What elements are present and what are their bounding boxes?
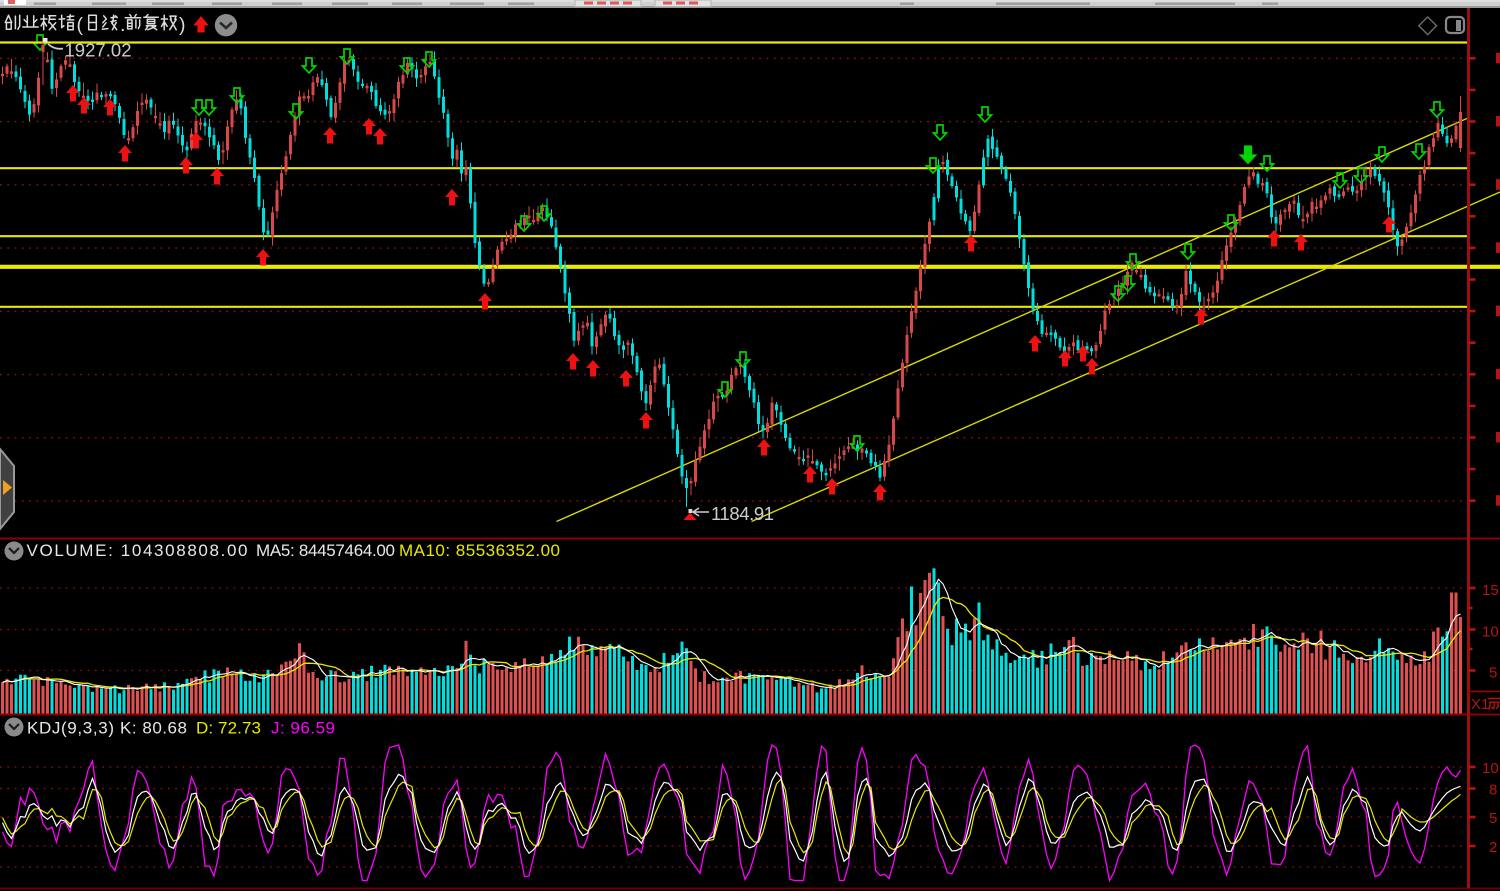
svg-text:K: 80.68: K: 80.68 bbox=[120, 719, 187, 738]
svg-text:MA5: 84457464.00: MA5: 84457464.00 bbox=[256, 541, 395, 560]
svg-text:X1: X1 bbox=[1471, 696, 1489, 713]
svg-text:10: 10 bbox=[1482, 624, 1499, 641]
svg-text:VOLUME: 104308808.00: VOLUME: 104308808.00 bbox=[27, 541, 248, 560]
svg-text:KDJ(9,3,3): KDJ(9,3,3) bbox=[27, 719, 114, 738]
svg-text:5: 5 bbox=[1489, 810, 1497, 827]
svg-text:(: ( bbox=[77, 14, 84, 36]
svg-text:J: 96.59: J: 96.59 bbox=[271, 719, 335, 738]
svg-text:8: 8 bbox=[1489, 782, 1497, 799]
svg-text:MA10: 85536352.00: MA10: 85536352.00 bbox=[399, 541, 560, 560]
svg-text:15: 15 bbox=[1482, 582, 1499, 599]
svg-text:.: . bbox=[120, 14, 125, 36]
svg-text:10: 10 bbox=[1482, 760, 1499, 777]
svg-text:1927.02: 1927.02 bbox=[65, 40, 132, 61]
svg-text:5: 5 bbox=[1489, 665, 1497, 682]
svg-text:1184.91: 1184.91 bbox=[711, 503, 774, 524]
svg-text:): ) bbox=[179, 14, 186, 36]
svg-text:D: 72.73: D: 72.73 bbox=[196, 719, 261, 738]
svg-text:2: 2 bbox=[1489, 839, 1497, 856]
